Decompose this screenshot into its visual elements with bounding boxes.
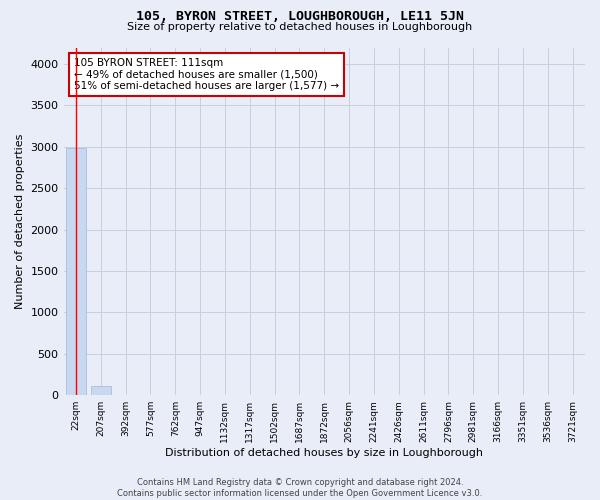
Text: 105 BYRON STREET: 111sqm
← 49% of detached houses are smaller (1,500)
51% of sem: 105 BYRON STREET: 111sqm ← 49% of detach… [74, 58, 339, 91]
Bar [91, 386, 111, 395]
Text: Contains HM Land Registry data © Crown copyright and database right 2024.
Contai: Contains HM Land Registry data © Crown c… [118, 478, 482, 498]
Text: 105, BYRON STREET, LOUGHBOROUGH, LE11 5JN: 105, BYRON STREET, LOUGHBOROUGH, LE11 5J… [136, 10, 464, 23]
Bar [66, 148, 86, 395]
X-axis label: Distribution of detached houses by size in Loughborough: Distribution of detached houses by size … [165, 448, 483, 458]
Text: Size of property relative to detached houses in Loughborough: Size of property relative to detached ho… [127, 22, 473, 32]
Y-axis label: Number of detached properties: Number of detached properties [15, 134, 25, 309]
